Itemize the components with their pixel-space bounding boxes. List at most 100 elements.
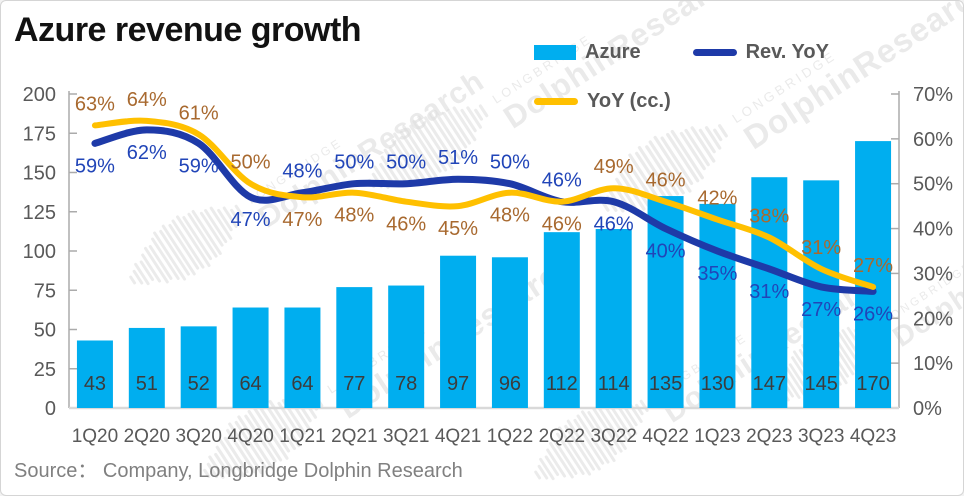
yoy-cc-label-3Q20: 61%	[179, 102, 219, 124]
yoy-cc-label-4Q21: 45%	[438, 218, 478, 240]
chart-title: Azure revenue growth	[14, 11, 362, 49]
bar-value-label: 64	[239, 373, 261, 395]
legend-item-rev-yoy: Rev. YoY	[692, 41, 829, 64]
rev-yoy-label-2Q20: 62%	[127, 142, 167, 164]
category-label: 3Q20	[175, 426, 221, 447]
category-label: 1Q23	[694, 426, 740, 447]
azure-bar-2Q23	[751, 177, 788, 408]
bar-value-label: 97	[447, 373, 469, 395]
bar-value-label: 114	[598, 373, 630, 395]
left-axis-label: 200	[23, 84, 56, 106]
azure-bar-1Q23	[699, 203, 736, 408]
legend-label: YoY (cc.)	[587, 90, 671, 112]
azure-bar-1Q20	[76, 340, 113, 408]
left-axis-label: 175	[23, 123, 56, 145]
yoy-cc-label-1Q23: 42%	[697, 188, 737, 210]
category-label: 4Q20	[227, 426, 273, 447]
bar-value-label: 77	[343, 373, 365, 395]
azure-bar-1Q22	[491, 257, 528, 408]
right-axis-label: 20%	[913, 308, 953, 330]
category-label: 4Q23	[850, 426, 896, 447]
left-axis-label: 50	[34, 320, 56, 342]
bar-value-label: 135	[649, 373, 682, 395]
yoy-cc-label-2Q21: 48%	[334, 205, 374, 227]
yoy-cc-label-4Q23: 27%	[853, 255, 893, 277]
rev-yoy-label-2Q23: 31%	[749, 281, 789, 303]
rev-yoy-label-3Q21: 50%	[386, 152, 426, 174]
bar-value-label: 145	[805, 373, 838, 395]
rev-yoy-label-4Q22: 40%	[646, 241, 686, 263]
category-label: 1Q21	[279, 426, 325, 447]
azure-bar-3Q22	[595, 229, 632, 408]
bar-value-label: 43	[84, 373, 106, 395]
rev-yoy-label-2Q21: 50%	[334, 152, 374, 174]
bar-value-label: 51	[136, 373, 158, 395]
rev-yoy-label-3Q22: 46%	[594, 214, 634, 236]
rev-yoy-label-1Q23: 35%	[697, 263, 737, 285]
azure-bar-4Q20	[232, 307, 269, 408]
yoy-cc-label-1Q22: 48%	[490, 205, 530, 227]
yoy-cc-line	[91, 117, 877, 290]
rev-yoy-line	[91, 126, 877, 295]
bar-value-label: 64	[291, 373, 313, 395]
left-axis-label: 25	[34, 359, 56, 381]
bar-value-label: 130	[701, 373, 734, 395]
category-label: 2Q22	[539, 426, 585, 447]
yoy-cc-label-3Q22: 49%	[594, 156, 634, 178]
rev-yoy-label-1Q20: 59%	[75, 155, 115, 177]
right-axis-label: 0%	[913, 398, 942, 420]
category-label: 4Q22	[642, 426, 688, 447]
rev-yoy-label-4Q21: 51%	[438, 147, 478, 169]
legend-row: Azure Rev. YoY	[534, 41, 829, 64]
category-label: 1Q22	[487, 426, 533, 447]
yoy-cc-label-1Q21: 47%	[282, 209, 322, 231]
left-axis-label: 150	[23, 163, 56, 185]
legend-item-azure: Azure	[534, 41, 641, 64]
line-swatch-icon	[534, 98, 578, 105]
yoy-cc-label-4Q22: 46%	[646, 170, 686, 192]
azure-bar-3Q20	[180, 326, 217, 408]
category-label: 3Q22	[590, 426, 636, 447]
left-axis-label: 100	[23, 241, 56, 263]
bar-value-label: 96	[499, 373, 521, 395]
bar-value-label: 78	[395, 373, 417, 395]
azure-bar-2Q22	[543, 232, 580, 408]
line-swatch-icon	[692, 49, 737, 56]
azure-bar-3Q21	[388, 285, 425, 408]
bar-value-label: 112	[546, 373, 578, 395]
legend-label: Azure	[585, 41, 641, 63]
bar-value-label: 147	[753, 373, 786, 395]
yoy-cc-label-4Q20: 50%	[231, 152, 271, 174]
bar-value-label: 52	[188, 373, 210, 395]
rev-yoy-label-1Q21: 48%	[282, 161, 322, 183]
category-label: 2Q23	[746, 426, 792, 447]
right-axis-label: 60%	[913, 129, 953, 151]
rev-yoy-label-2Q22: 46%	[542, 170, 582, 192]
rev-yoy-label-4Q20: 47%	[231, 209, 271, 231]
left-axis-label: 75	[34, 280, 56, 302]
right-axis-label: 50%	[913, 174, 953, 196]
yoy-cc-label-3Q23: 31%	[801, 237, 841, 259]
right-axis-label: 70%	[913, 84, 953, 106]
category-label: 2Q20	[124, 426, 170, 447]
yoy-cc-label-2Q20: 64%	[127, 89, 167, 111]
source-note: Source： Company, Longbridge Dolphin Rese…	[14, 460, 463, 482]
rev-yoy-label-4Q23: 26%	[853, 303, 893, 325]
legend-row: YoY (cc.)	[534, 90, 829, 113]
yoy-cc-label-1Q20: 63%	[75, 93, 115, 115]
rev-yoy-label-3Q20: 59%	[179, 155, 219, 177]
azure-bar-2Q21	[336, 287, 373, 408]
bar-swatch-icon	[534, 45, 576, 60]
chart-legend: Azure Rev. YoY YoY (cc.)	[534, 41, 829, 113]
azure-bar-4Q23	[855, 141, 892, 408]
left-axis-label: 0	[45, 398, 56, 420]
rev-yoy-label-1Q22: 50%	[490, 152, 530, 174]
right-axis-label: 30%	[913, 263, 953, 285]
azure-bar-1Q21	[284, 307, 321, 408]
yoy-cc-label-2Q23: 38%	[749, 206, 789, 228]
category-label: 3Q21	[383, 426, 429, 447]
right-axis-label: 40%	[913, 219, 953, 241]
yoy-cc-label-3Q21: 46%	[386, 214, 426, 236]
